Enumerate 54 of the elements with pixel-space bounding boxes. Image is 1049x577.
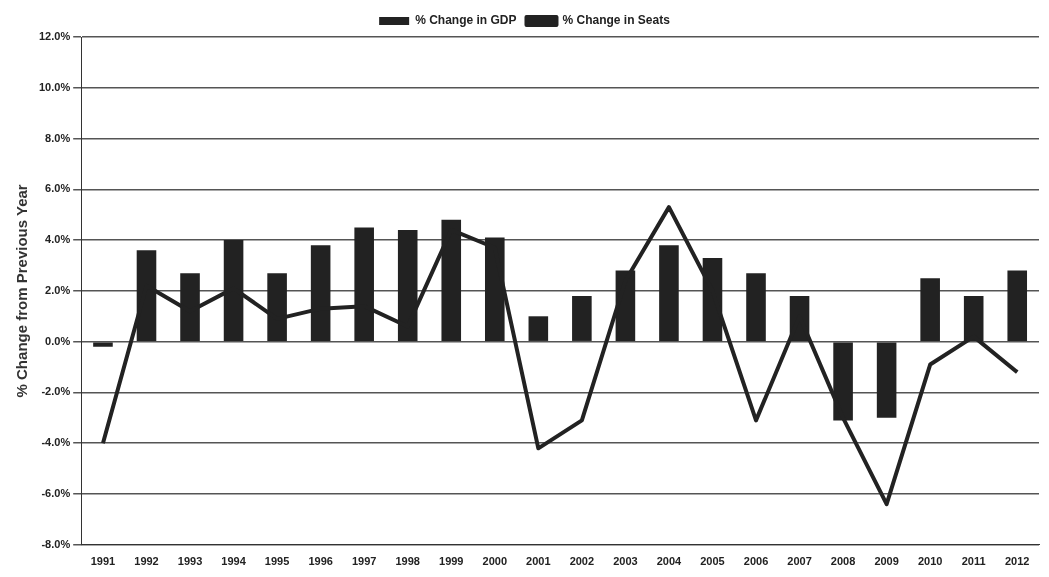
x-tick-label: 2005: [700, 555, 725, 568]
bar: [1007, 270, 1028, 341]
x-tick-label: 1992: [134, 555, 159, 568]
x-tick-label: 2001: [526, 555, 551, 568]
y-axis-title: % Change from Previous Year: [13, 184, 31, 398]
y-tick-label: -8.0%: [41, 537, 71, 550]
y-tick-label: -2.0%: [41, 385, 71, 398]
x-tick-label: 2008: [830, 555, 856, 568]
y-tick-label: 4.0%: [45, 233, 71, 246]
bar: [310, 245, 331, 341]
bar: [659, 245, 679, 341]
bar: [963, 295, 984, 341]
bar: [746, 273, 766, 341]
bar: [920, 278, 940, 341]
bar: [267, 273, 287, 341]
x-tick-label: 2010: [917, 555, 943, 568]
bar: [397, 229, 418, 341]
bar: [876, 342, 897, 418]
bar: [180, 273, 200, 341]
y-tick-label: 6.0%: [45, 182, 71, 195]
x-tick-label: 1998: [395, 555, 420, 568]
x-tick-label: 2011: [961, 555, 986, 568]
x-tick-label: 1995: [264, 555, 290, 568]
x-tick-label: 1996: [308, 555, 333, 568]
y-tick-label: -6.0%: [41, 487, 71, 500]
bar: [223, 240, 244, 341]
bar: [93, 342, 113, 347]
bar: [354, 227, 374, 341]
x-tick-label: 2012: [1004, 555, 1030, 568]
x-tick-label: 1999: [439, 555, 464, 568]
x-tick-label: 2000: [482, 555, 508, 568]
y-tick-label: 8.0%: [45, 131, 71, 144]
y-tick-label: 10.0%: [38, 80, 71, 93]
x-tick-label: 1997: [351, 555, 377, 568]
x-tick-label: 2007: [787, 555, 812, 568]
y-tick-label: -4.0%: [41, 436, 71, 449]
legend-label: % Change in Seats: [562, 13, 671, 28]
legend-label: % Change in GDP: [415, 13, 517, 28]
x-tick-label: 1993: [177, 555, 203, 568]
x-tick-label: 2004: [656, 555, 683, 568]
bar: [528, 316, 549, 341]
y-tick-label: 12.0%: [38, 30, 71, 43]
y-tick-label: 2.0%: [45, 283, 71, 296]
x-tick-label: 2009: [874, 555, 899, 568]
bar: [484, 237, 505, 341]
x-tick-label: 1991: [90, 555, 116, 568]
y-tick-label: 0.0%: [45, 334, 71, 347]
bar: [441, 219, 462, 341]
x-tick-label: 1994: [221, 555, 247, 568]
x-tick-label: 2002: [569, 555, 595, 568]
bar: [572, 295, 592, 341]
bar: [833, 342, 853, 421]
x-tick-label: 2003: [613, 555, 638, 568]
x-tick-label: 2006: [743, 555, 769, 568]
